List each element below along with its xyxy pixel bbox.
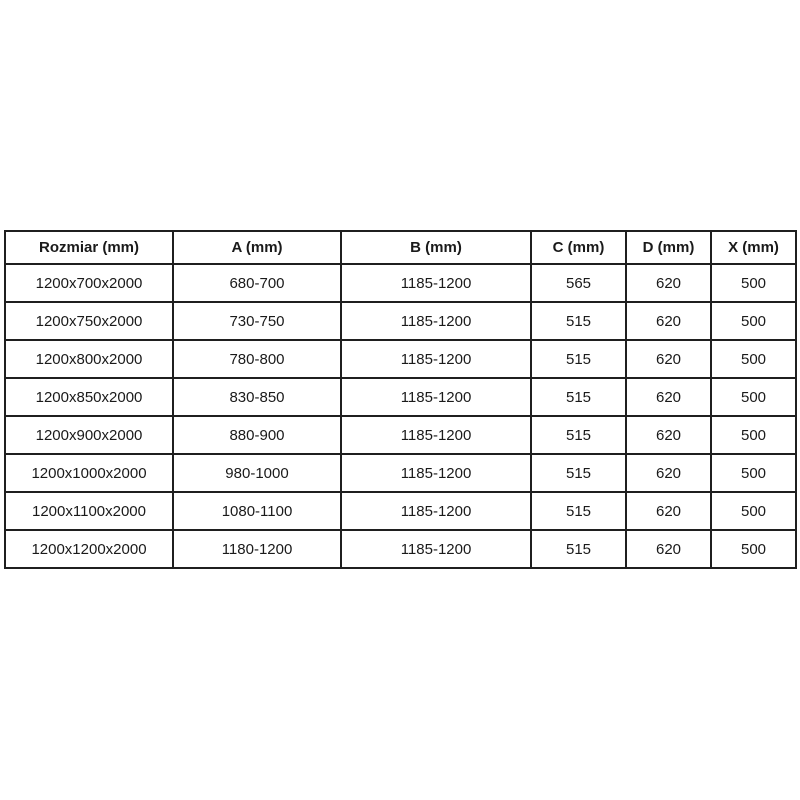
table-cell-a: 780-800: [172, 339, 342, 379]
table-cell-a: 880-900: [172, 415, 342, 455]
table-cell-rozmiar: 1200x750x2000: [4, 301, 174, 341]
table-cell-x: 500: [710, 415, 797, 455]
table-cell-b: 1185-1200: [340, 491, 532, 531]
table-cell-d: 620: [625, 339, 712, 379]
table-cell-a: 1080-1100: [172, 491, 342, 531]
table-cell-a: 830-850: [172, 377, 342, 417]
table-cell-a: 680-700: [172, 263, 342, 303]
table-cell-rozmiar: 1200x900x2000: [4, 415, 174, 455]
column-header-b: B (mm): [340, 230, 532, 265]
table-cell-b: 1185-1200: [340, 453, 532, 493]
table-cell-rozmiar: 1200x700x2000: [4, 263, 174, 303]
header-row: Rozmiar (mm) A (mm) B (mm) C (mm) D (mm)…: [4, 230, 797, 265]
table-cell-a: 1180-1200: [172, 529, 342, 569]
table-cell-b: 1185-1200: [340, 339, 532, 379]
table-cell-d: 620: [625, 415, 712, 455]
table-cell-x: 500: [710, 339, 797, 379]
table-cell-d: 620: [625, 529, 712, 569]
table-row: 1200x700x2000 680-700 1185-1200 565 620 500: [4, 263, 797, 303]
table-cell-x: 500: [710, 301, 797, 341]
table-cell-c: 515: [530, 377, 627, 417]
table-cell-c: 565: [530, 263, 627, 303]
column-header-rozmiar: Rozmiar (mm): [4, 230, 174, 265]
size-dimensions-table: Rozmiar (mm) A (mm) B (mm) C (mm) D (mm)…: [4, 230, 797, 569]
column-header-a: A (mm): [172, 230, 342, 265]
table-row: 1200x800x2000 780-800 1185-1200 515 620 500: [4, 339, 797, 379]
table-cell-c: 515: [530, 491, 627, 531]
table-cell-d: 620: [625, 453, 712, 493]
table-cell-x: 500: [710, 529, 797, 569]
table-cell-b: 1185-1200: [340, 529, 532, 569]
table-row: 1200x900x2000 880-900 1185-1200 515 620 500: [4, 415, 797, 455]
table-cell-b: 1185-1200: [340, 301, 532, 341]
table-cell-d: 620: [625, 491, 712, 531]
table-cell-rozmiar: 1200x1100x2000: [4, 491, 174, 531]
table-row: 1200x1000x2000 980-1000 1185-1200 515 620 500: [4, 453, 797, 493]
column-header-x: X (mm): [710, 230, 797, 265]
table-cell-c: 515: [530, 453, 627, 493]
column-header-c: C (mm): [530, 230, 627, 265]
table-cell-b: 1185-1200: [340, 415, 532, 455]
table-cell-c: 515: [530, 529, 627, 569]
table-cell-d: 620: [625, 301, 712, 341]
table-cell-c: 515: [530, 415, 627, 455]
table-cell-c: 515: [530, 301, 627, 341]
table-cell-x: 500: [710, 491, 797, 531]
table-cell-rozmiar: 1200x1200x2000: [4, 529, 174, 569]
table-cell-rozmiar: 1200x850x2000: [4, 377, 174, 417]
size-table-body: 1200x700x2000 680-700 1185-1200 565 620 500 12…: [4, 263, 797, 569]
column-header-d: D (mm): [625, 230, 712, 265]
table-cell-x: 500: [710, 263, 797, 303]
table-row: 1200x1200x2000 1180-1200 1185-1200 515 620 50…: [4, 529, 797, 569]
table-cell-a: 730-750: [172, 301, 342, 341]
table-row: 1200x850x2000 830-850 1185-1200 515 620 500: [4, 377, 797, 417]
table-header: Rozmiar (mm) A (mm) B (mm) C (mm) D (mm)…: [4, 230, 797, 265]
table-cell-rozmiar: 1200x800x2000: [4, 339, 174, 379]
table-cell-d: 620: [625, 263, 712, 303]
table-cell-b: 1185-1200: [340, 263, 532, 303]
table-cell-c: 515: [530, 339, 627, 379]
table-cell-d: 620: [625, 377, 712, 417]
table-cell-a: 980-1000: [172, 453, 342, 493]
table-cell-rozmiar: 1200x1000x2000: [4, 453, 174, 493]
table-row: 1200x1100x2000 1080-1100 1185-1200 515 620 50…: [4, 491, 797, 531]
table-cell-x: 500: [710, 377, 797, 417]
table-row: 1200x750x2000 730-750 1185-1200 515 620 500: [4, 301, 797, 341]
table-cell-b: 1185-1200: [340, 377, 532, 417]
table-cell-x: 500: [710, 453, 797, 493]
